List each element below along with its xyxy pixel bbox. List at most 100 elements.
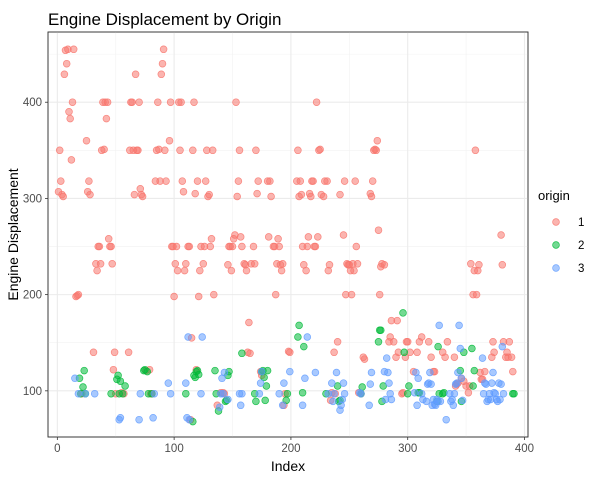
data-point [373,136,382,145]
data-point [340,389,349,398]
data-point [472,290,481,299]
data-point [307,192,315,201]
data-point [458,396,467,405]
data-point [329,397,337,406]
data-point [224,395,232,404]
data-point [456,344,465,353]
data-point [124,348,133,357]
data-point [249,242,258,251]
data-point [224,261,232,269]
data-point [161,146,169,155]
data-point [311,242,320,251]
data-point [166,389,175,398]
data-point [468,344,476,353]
y-tick-label: 400 [23,97,42,109]
data-point [182,389,190,398]
data-point [149,414,157,422]
data-point [162,177,170,185]
data-point [235,146,244,155]
data-point [389,338,398,346]
data-point [80,366,88,375]
data-point [121,382,129,390]
data-point [360,355,369,363]
data-point [296,177,305,185]
data-point [417,333,426,341]
data-point [379,382,387,390]
chart-title: Engine Displacement by Origin [48,10,281,29]
data-point [339,379,348,387]
data-point [505,338,514,346]
data-point [300,342,308,351]
data-point [496,395,504,404]
x-axis-title: Index [271,458,305,474]
data-point [171,260,180,268]
data-point [154,98,162,106]
data-point [215,403,224,411]
data-point [60,70,69,79]
data-point [449,401,458,410]
data-point [507,353,516,361]
legend-label-2: 2 [578,240,584,252]
data-point [86,190,94,199]
data-point [469,382,477,390]
data-point [366,380,375,388]
data-point [246,349,254,358]
data-point [301,374,309,383]
data-point [177,98,185,106]
data-point [509,367,517,376]
data-point [286,348,294,357]
data-point [399,309,407,317]
data-point [219,389,227,398]
data-point [185,242,194,251]
data-point [57,177,65,185]
data-point [130,190,139,199]
data-point [380,261,389,269]
data-point [498,261,507,269]
data-point [116,414,125,422]
data-point [261,396,269,405]
data-point [414,374,422,383]
data-point [172,242,181,251]
data-point [434,342,442,351]
data-point [165,136,174,145]
data-point [455,321,463,330]
data-point [100,145,108,154]
data-point [182,260,190,268]
data-point [179,187,188,196]
data-point [110,348,119,357]
data-point [426,368,434,377]
data-point [347,290,356,299]
data-point [330,389,338,398]
data-point [118,389,127,398]
data-point [336,190,344,199]
axis-layer: 0 100 200 300 400 100 200 300 400 [23,97,534,455]
data-point [74,389,83,398]
data-point [267,192,275,201]
y-axis-title: Engine Displacement [5,168,21,300]
data-point [220,368,229,377]
data-point [211,366,219,375]
data-point [384,368,392,377]
data-point [166,98,175,106]
data-point [228,242,237,251]
data-point [266,177,274,185]
data-point [457,374,466,383]
data-point [387,395,396,404]
x-tick-label: 400 [515,443,534,455]
data-point [441,353,449,361]
data-point [365,401,373,410]
data-point [253,189,261,198]
y-tick-label: 300 [23,193,42,205]
data-point [454,368,462,377]
data-point [319,192,328,201]
data-point [382,354,391,362]
legend-title: origin [538,188,570,203]
data-point [275,242,283,251]
data-point [375,290,384,299]
data-point [67,156,76,164]
data-point [227,266,236,275]
data-point [236,233,245,241]
data-point [201,177,210,185]
data-point [427,353,435,361]
data-point [450,353,459,361]
